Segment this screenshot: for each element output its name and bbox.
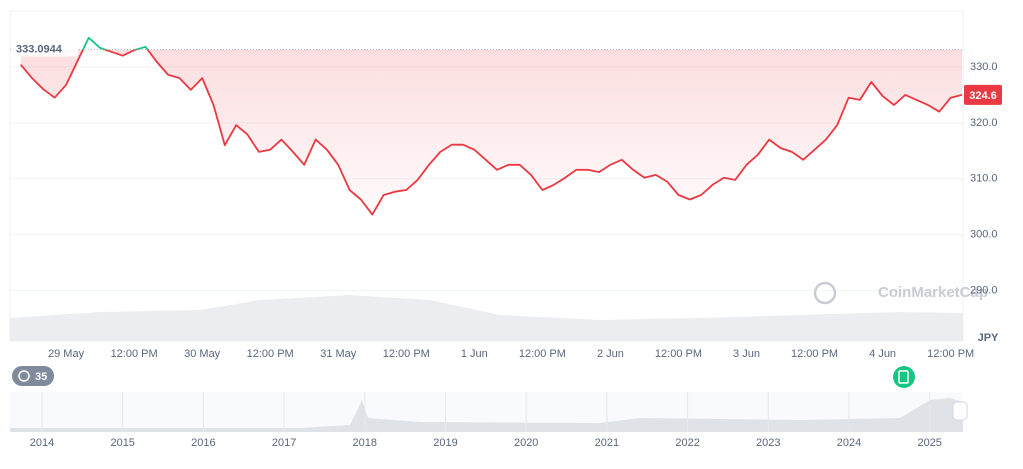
y-tick-label: 330.0: [970, 61, 998, 73]
x-tick-label: 1 Jun: [461, 348, 488, 360]
current-price: 324.6: [969, 90, 997, 102]
x-tick-label: 2 Jun: [597, 348, 624, 360]
area-fill: [20, 49, 962, 215]
navigator-area: [10, 398, 963, 432]
event-icon-doc: [898, 370, 909, 384]
x-tick-label: 3 Jun: [733, 348, 760, 360]
badge-text: 35: [35, 371, 47, 383]
x-tick-label: 12:00 PM: [655, 348, 702, 360]
y-tick-label: 290.0: [970, 285, 998, 297]
navigator-year: 2020: [514, 437, 538, 449]
y-tick-label: 310.0: [970, 173, 998, 185]
navigator-year: 2023: [756, 437, 780, 449]
y-tick-label: 300.0: [970, 229, 998, 241]
event-icon[interactable]: [893, 366, 915, 388]
navigator-year: 2025: [917, 437, 941, 449]
x-tick-label: 12:00 PM: [927, 348, 974, 360]
watermark-logo: [813, 281, 837, 305]
badge-icon: [18, 370, 30, 382]
navigator-year: 2014: [30, 437, 54, 449]
x-tick-label: 12:00 PM: [383, 348, 430, 360]
navigator-year: 2019: [433, 437, 457, 449]
baseline-label: 333.0944: [16, 44, 63, 56]
x-tick-label: 12:00 PM: [111, 348, 158, 360]
navigator-year: 2021: [595, 437, 619, 449]
x-tick-label: 4 Jun: [869, 348, 896, 360]
x-tick-label: 31 May: [320, 348, 357, 360]
current-price-bg: [964, 84, 1002, 105]
navigator-year: 2015: [110, 437, 134, 449]
navigator-year: 2022: [675, 437, 699, 449]
x-tick-label: 12:00 PM: [791, 348, 838, 360]
currency: JPY: [978, 332, 999, 344]
x-tick-label: 12:00 PM: [519, 348, 566, 360]
navigator-year: 2016: [191, 437, 215, 449]
navigator-handle[interactable]: [952, 401, 968, 421]
plot: 333.0944 324.6: [10, 36, 1002, 216]
navigator-axis: 2014 2015 2016 2017 2018 2019 2020 2021 2022 2023…: [30, 392, 942, 449]
navigator-year: 2018: [353, 437, 377, 449]
price-line: [20, 49, 963, 216]
x-tick-label: 12:00 PM: [247, 348, 294, 360]
navigator-year: 2024: [837, 437, 861, 449]
baseline-label-bg: [12, 40, 78, 57]
x-tick-label: 29 May: [48, 348, 85, 360]
volume-band: [10, 295, 963, 341]
y-tick-label: 320.0: [970, 117, 998, 129]
watermark: CoinMarketCap: [878, 284, 988, 301]
navigator-year: 2017: [272, 437, 296, 449]
x-tick-label: 30 May: [184, 348, 221, 360]
